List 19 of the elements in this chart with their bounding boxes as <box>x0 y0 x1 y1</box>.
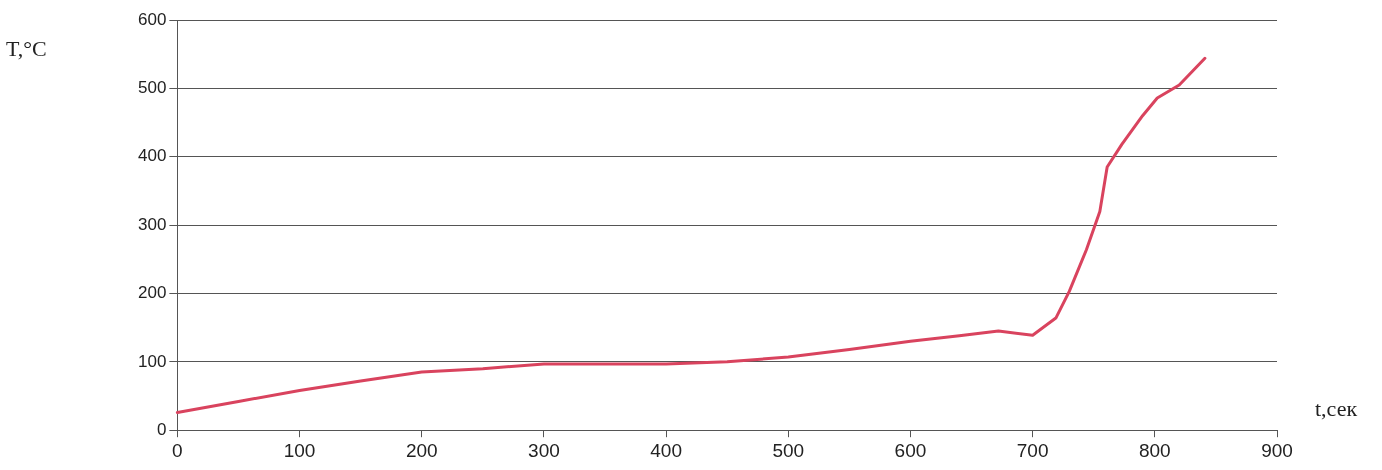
y-tick-label: 100 <box>137 351 167 371</box>
x-tick-label: 600 <box>894 439 927 461</box>
y-tick-label: 0 <box>156 419 167 439</box>
y-tick-label: 300 <box>137 214 167 234</box>
y-tick-label: 200 <box>137 283 167 303</box>
x-tick-label: 400 <box>650 439 682 461</box>
x-tick-label: 700 <box>1016 439 1049 461</box>
y-tick-label: 400 <box>137 146 167 166</box>
x-axis-title: t,сек <box>1315 396 1358 422</box>
x-tick-label: 100 <box>283 439 316 461</box>
x-tick-label: 500 <box>772 439 805 461</box>
x-tick-label: 300 <box>528 439 560 461</box>
x-tick-label: 900 <box>1261 439 1293 461</box>
x-tick-label: 0 <box>172 439 183 461</box>
x-tick-label: 800 <box>1138 439 1171 461</box>
y-tick-label: 600 <box>137 9 167 29</box>
y-axis-title: T,°C <box>6 36 47 62</box>
x-tick-label: 200 <box>405 439 438 461</box>
y-tick-label: 500 <box>137 78 167 98</box>
